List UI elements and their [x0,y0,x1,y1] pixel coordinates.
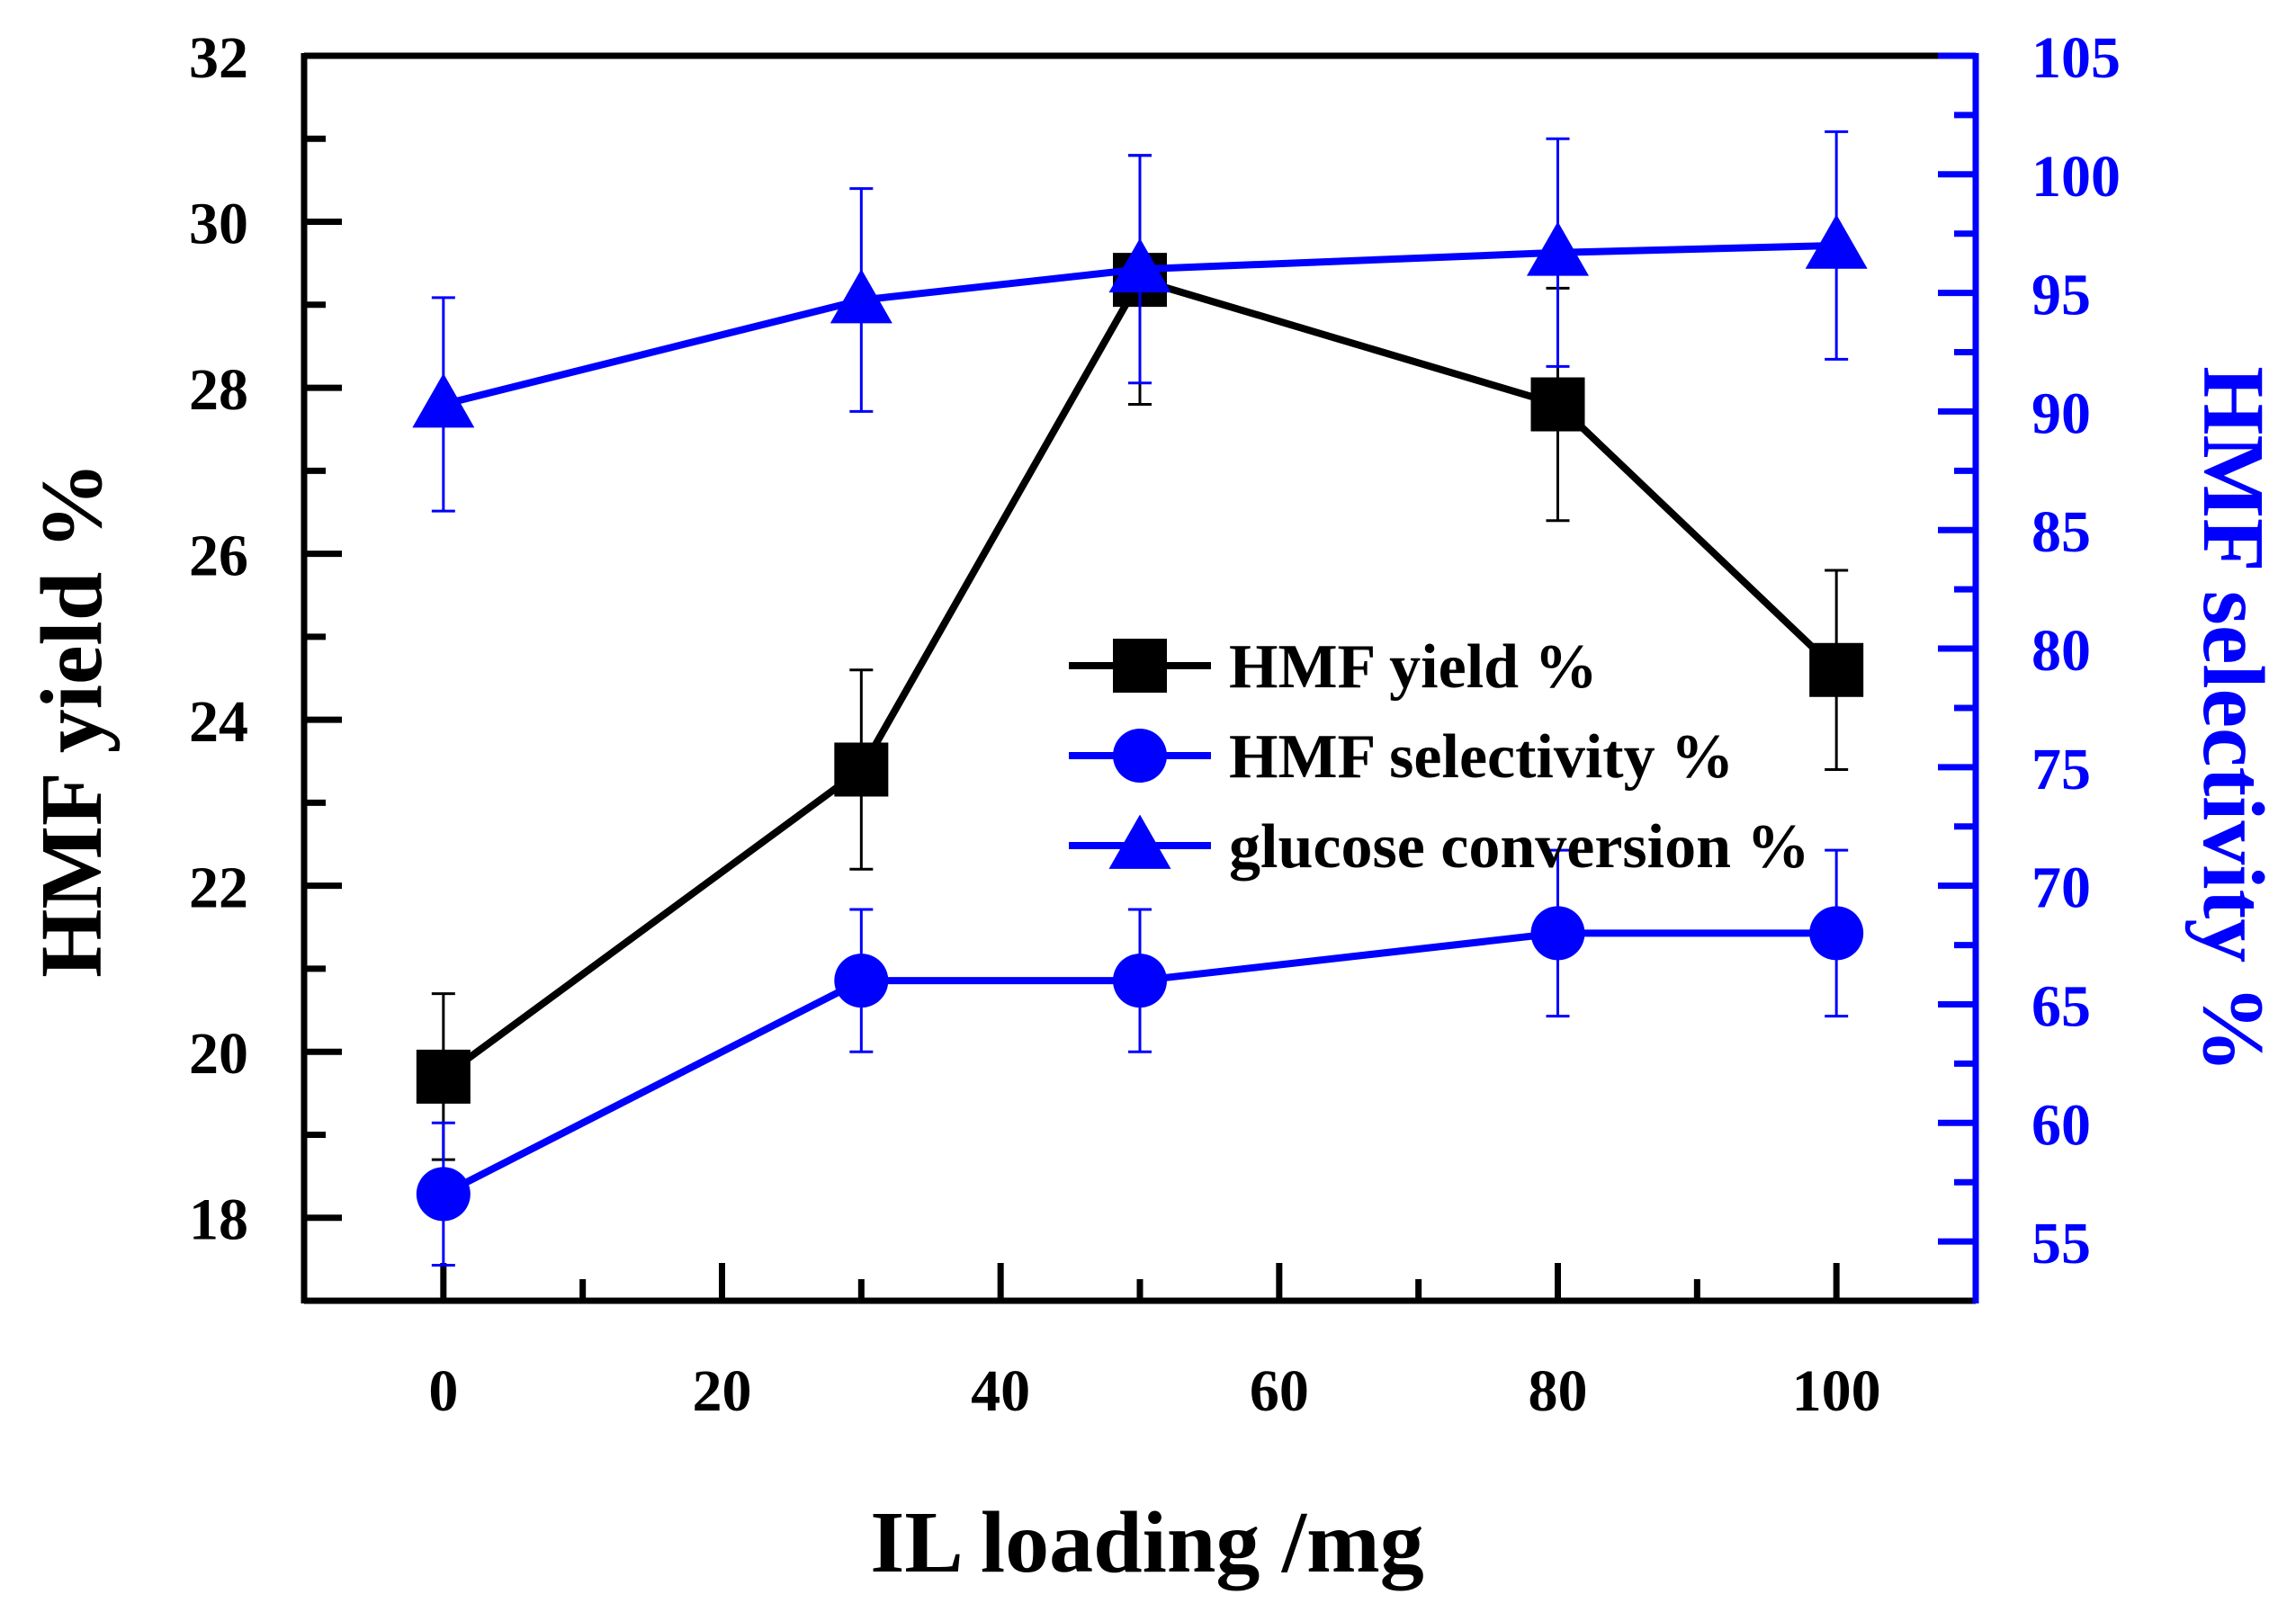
hmf-selectivity-point [1113,954,1167,1008]
y-right-tick-label: 80 [2031,618,2091,684]
hmf-yield-point [1530,377,1585,432]
legend: HMF yield % HMF selectivity % glucose conv… [1069,632,1810,882]
y-right-tick-label: 65 [2031,973,2091,1039]
y-right-tick-label: 60 [2031,1092,2091,1158]
axes-layer: 0 20 40 60 80 100 18 20 22 24 26 28 30 32 55 60 65 70 75 80… [189,25,2121,1424]
legend-glucose-conversion-marker [1108,814,1171,869]
y-left-tick-label: 28 [189,357,248,423]
y-left-tick-label: 30 [189,192,248,257]
y-left-tick-label: 32 [189,25,248,91]
series-glucose-conversion [412,130,1868,513]
hmf-selectivity-point [1809,906,1864,961]
glucose-conversion-point [412,373,475,428]
hmf-selectivity-point [416,1167,471,1222]
legend-hmf-selectivity-marker [1113,729,1167,783]
x-tick-label: 60 [1250,1358,1309,1424]
hmf-selectivity-point [1530,906,1585,961]
y-left-tick-label: 26 [189,524,248,589]
y-axis-left-title: HMF yield % [23,461,121,977]
legend-hmf-selectivity-label: HMF selectivity % [1229,722,1734,792]
y-right-tick-label: 105 [2031,25,2121,91]
x-tick-label: 80 [1529,1358,1588,1424]
hmf-yield-point [416,1049,471,1104]
legend-hmf-yield-label: HMF yield % [1229,632,1598,702]
y-left-tick-label: 22 [189,855,248,921]
y-left-tick-label: 18 [189,1187,248,1253]
y-right-tick-label: 90 [2031,381,2091,446]
y-right-tick-label: 55 [2031,1211,2091,1276]
x-axis-title: IL loading /mg [870,1494,1423,1591]
y-left-tick-label: 20 [189,1021,248,1087]
y-right-tick-label: 85 [2031,499,2091,565]
legend-hmf-yield-marker [1113,639,1167,693]
y-right-tick-label: 95 [2031,263,2091,328]
glucose-conversion-point [1527,221,1589,276]
glucose-conversion-point [830,269,892,324]
y-axis-right-title: HMF selectivity % [2184,366,2282,1073]
series-hmf-selectivity [416,848,1864,1267]
glucose-conversion-point [1805,214,1868,269]
x-tick-label: 40 [971,1358,1030,1424]
series-layer [412,130,1868,1267]
hmf-selectivity-point [834,954,889,1008]
y-right-tick-label: 75 [2031,737,2091,802]
hmf-yield-point [1809,642,1864,697]
hmf-yield-point [834,742,889,797]
x-tick-label: 100 [1792,1358,1881,1424]
y-right-tick-label: 70 [2031,855,2091,921]
y-right-tick-label: 100 [2031,144,2121,210]
legend-glucose-conversion-label: glucose conversion % [1229,812,1810,882]
x-tick-label: 0 [428,1358,458,1424]
y-left-tick-label: 24 [189,689,248,755]
x-tick-label: 20 [693,1358,752,1424]
glucose-conversion-point [1108,237,1171,293]
